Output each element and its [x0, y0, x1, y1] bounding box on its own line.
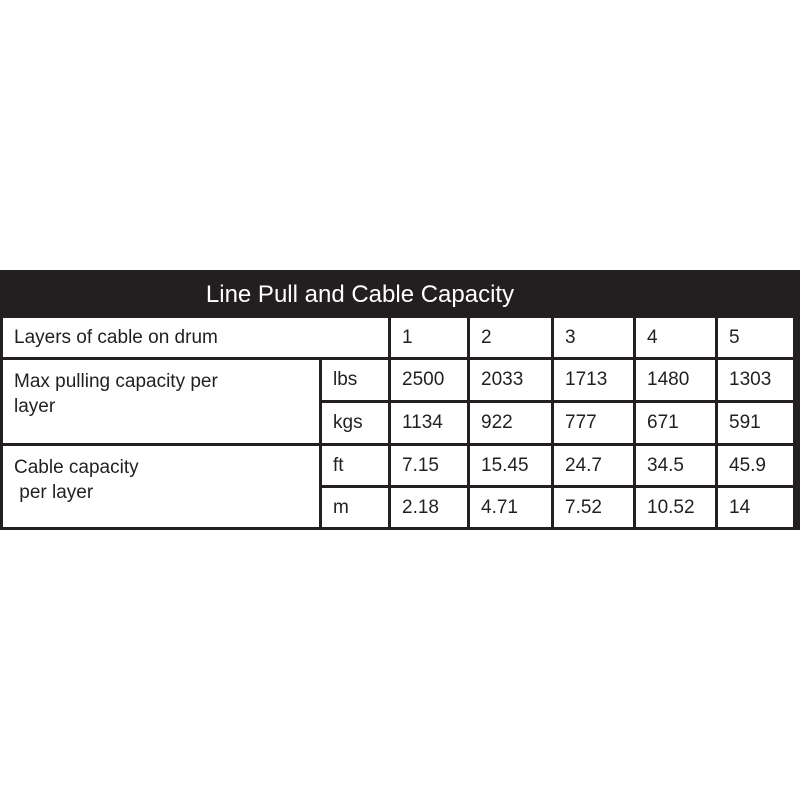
group-label: Cable capacity per layer	[3, 446, 319, 527]
unit-cell: ft	[322, 446, 388, 485]
table-title: Line Pull and Cable Capacity	[205, 281, 515, 308]
value-cell: 1713	[554, 360, 633, 400]
value-cell: 10.52	[636, 488, 715, 527]
table-grid: Layers of cable on drum 1 2 3 4 5 Max pulling …	[3, 318, 797, 527]
value-cell: 591	[718, 403, 793, 443]
value-cell: 671	[636, 403, 715, 443]
value-cell: 2.18	[391, 488, 467, 527]
value-cell: 4.71	[470, 488, 551, 527]
value-cell: 1303	[718, 360, 793, 400]
layer-number: 2	[470, 318, 551, 357]
layer-number: 5	[718, 318, 793, 357]
value-cell: 1480	[636, 360, 715, 400]
value-cell: 15.45	[470, 446, 551, 485]
unit-cell: m	[322, 488, 388, 527]
value-cell: 2033	[470, 360, 551, 400]
value-cell: 34.5	[636, 446, 715, 485]
group-label-line: per layer	[14, 482, 94, 503]
value-cell: 7.52	[554, 488, 633, 527]
value-cell: 1134	[391, 403, 467, 443]
unit-cell: lbs	[322, 360, 388, 400]
layer-number: 1	[391, 318, 467, 357]
unit-cell: kgs	[322, 403, 388, 443]
value-cell: 2500	[391, 360, 467, 400]
layer-number: 3	[554, 318, 633, 357]
value-cell: 922	[470, 403, 551, 443]
value-cell: 24.7	[554, 446, 633, 485]
value-cell: 7.15	[391, 446, 467, 485]
group-label-line: layer	[14, 396, 56, 417]
value-cell: 45.9	[718, 446, 793, 485]
header-label: Layers of cable on drum	[3, 318, 388, 357]
layer-number: 4	[636, 318, 715, 357]
value-cell: 777	[554, 403, 633, 443]
group-label-line: Cable capacity	[14, 457, 139, 478]
group-label: Max pulling capacity per layer	[3, 360, 319, 443]
group-label-line: Max pulling capacity per	[14, 371, 218, 392]
value-cell: 14	[718, 488, 793, 527]
